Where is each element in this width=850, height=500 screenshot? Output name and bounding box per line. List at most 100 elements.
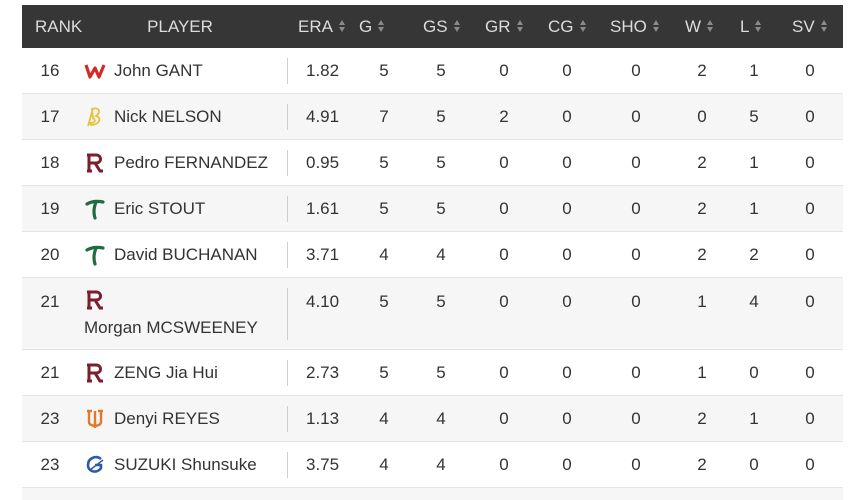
table-row: 23 SUZUKI Shunsuke 3.75 4 4 0 0 0 2 0 0	[22, 442, 843, 488]
stat-value: 0	[562, 245, 572, 264]
stat-value: 5	[436, 61, 446, 80]
player-name[interactable]: ZENG Jia Hui	[114, 363, 218, 382]
player-name[interactable]: Nick NELSON	[114, 107, 222, 126]
column-separator	[287, 242, 288, 268]
stat-value: 0	[805, 409, 815, 428]
column-separator	[287, 360, 288, 386]
era-value: 1.82	[306, 61, 340, 80]
stat-value: 0	[499, 409, 509, 428]
team-logo	[87, 290, 103, 310]
stat-value: 0	[805, 153, 815, 172]
stat-value: 0	[805, 363, 815, 382]
header-label: CG	[548, 17, 574, 36]
column-header[interactable]: GS	[423, 5, 461, 48]
sort-icon[interactable]	[755, 19, 762, 33]
sort-icon[interactable]	[453, 19, 461, 33]
stat-value: 1	[749, 153, 759, 172]
stat-value: 5	[749, 107, 759, 126]
rank: 19	[40, 199, 60, 218]
sort-icon[interactable]	[378, 19, 385, 33]
rank: 23	[40, 455, 60, 474]
stat-value: 4	[379, 245, 389, 264]
stat-value: 0	[631, 153, 641, 172]
stat-value: 2	[697, 409, 707, 428]
stat-value: 4	[379, 409, 389, 428]
player-name[interactable]: Pedro FERNANDEZ	[114, 153, 268, 172]
era-value: 0.95	[306, 153, 340, 172]
stat-value: 0	[562, 455, 572, 474]
column-header[interactable]: G	[359, 5, 385, 48]
stat-value: 5	[379, 199, 389, 218]
sort-icon[interactable]	[652, 19, 660, 33]
team-logo	[87, 363, 103, 383]
era-value: 3.71	[306, 245, 340, 264]
stat-value: 4	[749, 292, 759, 311]
header-label: RANK	[35, 17, 83, 36]
stat-value: 0	[499, 61, 509, 80]
stat-value: 2	[697, 245, 707, 264]
era-value: 4.91	[306, 107, 340, 126]
stat-value: 0	[499, 153, 509, 172]
stat-value: 5	[436, 107, 446, 126]
stat-value: 4	[436, 455, 446, 474]
stat-value: 0	[631, 61, 641, 80]
table-row: 21 ZENG Jia Hui 2.73 5 5 0 0 0 1 0 0	[22, 350, 843, 396]
column-header[interactable]: ERA	[298, 5, 346, 48]
player-name[interactable]: Denyi REYES	[114, 409, 220, 428]
stat-value: 5	[436, 292, 446, 311]
player-name[interactable]: SUZUKI Shunsuke	[114, 455, 257, 474]
column-header[interactable]: W	[685, 5, 714, 48]
stat-value: 0	[499, 199, 509, 218]
player-name[interactable]: David BUCHANAN	[114, 245, 258, 264]
player-name[interactable]: Morgan MCSWEENEY	[84, 318, 258, 337]
stat-value: 5	[379, 363, 389, 382]
sort-icon[interactable]	[516, 19, 524, 33]
stat-value: 0	[562, 107, 572, 126]
era-value: 2.73	[306, 363, 340, 382]
column-header[interactable]: SV	[792, 5, 828, 48]
team-logo	[87, 107, 101, 127]
era-value: 1.13	[306, 409, 340, 428]
column-header[interactable]: GR	[485, 5, 524, 48]
column-header: RANK	[35, 5, 82, 48]
stat-value: 0	[499, 292, 509, 311]
stat-value: 2	[697, 61, 707, 80]
sort-icon[interactable]	[338, 19, 346, 33]
header-label: W	[685, 17, 702, 36]
era-value: 1.61	[306, 199, 340, 218]
rank: 23	[40, 409, 60, 428]
table-row: 16 John GANT 1.82 5 5 0 0 0 2 1 0	[22, 48, 843, 94]
stat-value: 2	[697, 455, 707, 474]
stat-value: 0	[805, 292, 815, 311]
column-separator	[287, 288, 288, 340]
team-logo	[87, 409, 103, 428]
stat-value: 4	[436, 245, 446, 264]
sort-icon[interactable]	[820, 19, 828, 33]
player-name[interactable]: John GANT	[114, 61, 203, 80]
stat-value: 0	[631, 409, 641, 428]
column-header[interactable]: CG	[548, 5, 587, 48]
stat-value: 1	[749, 409, 759, 428]
header-label: SHO	[610, 17, 647, 36]
stat-value: 0	[631, 245, 641, 264]
stat-value: 5	[379, 292, 389, 311]
stat-value: 5	[436, 199, 446, 218]
stat-value: 0	[562, 153, 572, 172]
player-name[interactable]: Eric STOUT	[114, 199, 206, 218]
sort-icon[interactable]	[579, 19, 587, 33]
column-header[interactable]: SHO	[610, 5, 660, 48]
stat-value: 5	[436, 363, 446, 382]
row-partial	[22, 488, 843, 500]
header-label: G	[359, 17, 373, 36]
stat-value: 4	[436, 409, 446, 428]
stat-value: 0	[562, 61, 572, 80]
column-header[interactable]: L	[740, 5, 762, 48]
stat-value: 0	[631, 455, 641, 474]
rank: 18	[40, 153, 60, 172]
rank: 20	[40, 245, 60, 264]
team-logo	[85, 245, 105, 266]
sort-icon[interactable]	[707, 19, 714, 33]
team-logo	[84, 64, 106, 79]
stat-value: 0	[805, 107, 815, 126]
